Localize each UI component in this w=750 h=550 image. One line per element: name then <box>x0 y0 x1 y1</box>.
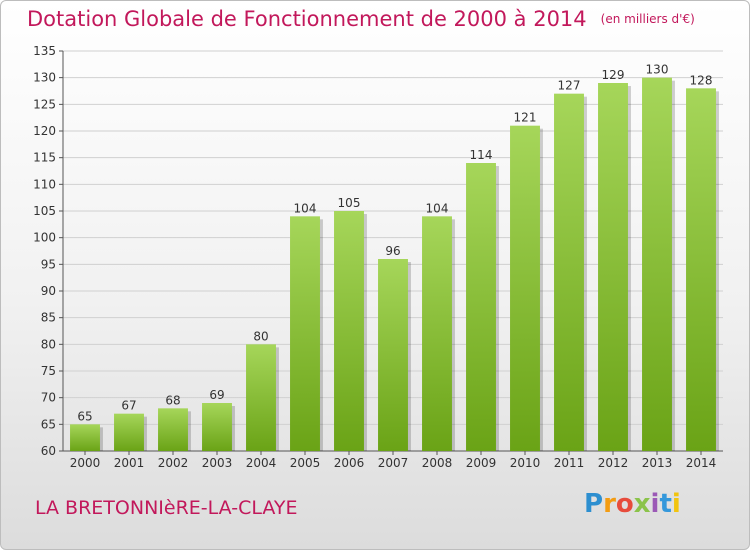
value-label: 114 <box>470 148 493 162</box>
value-label: 69 <box>209 388 224 402</box>
value-label: 129 <box>602 68 625 82</box>
value-label: 104 <box>294 201 317 215</box>
unit-note: (en milliers d'€) <box>600 12 695 26</box>
x-tick-label: 2004 <box>246 456 277 470</box>
x-tick-label: 2002 <box>158 456 189 470</box>
y-tick-label: 95 <box>41 257 56 271</box>
bar-2012 <box>598 83 628 451</box>
x-tick-label: 2005 <box>290 456 321 470</box>
value-label: 128 <box>690 73 713 87</box>
x-tick-label: 2006 <box>334 456 365 470</box>
value-label: 67 <box>121 399 136 413</box>
y-tick-label: 115 <box>33 151 56 165</box>
bar-2011 <box>554 93 584 452</box>
bars <box>70 77 719 452</box>
bar-2014 <box>686 88 716 451</box>
chart-title-text: Dotation Globale de Fonctionnement de 20… <box>27 7 587 31</box>
bar-2005 <box>290 216 320 451</box>
y-tick-label: 110 <box>33 177 56 191</box>
bar-2008 <box>422 216 452 451</box>
y-tick-label: 120 <box>33 124 56 138</box>
bar-2007 <box>378 259 408 451</box>
bar-2013 <box>642 77 672 452</box>
commune-name: LA BRETONNIèRE-LA-CLAYE <box>35 497 298 519</box>
y-tick-label: 100 <box>33 231 56 245</box>
x-tick-label: 2014 <box>686 456 717 470</box>
y-tick-label: 135 <box>33 44 56 58</box>
x-tick-label: 2003 <box>202 456 233 470</box>
y-tick-label: 85 <box>41 311 56 325</box>
bar-2004 <box>246 344 276 451</box>
proxiti-logo: Proxiti <box>584 489 681 519</box>
x-tick-label: 2013 <box>642 456 673 470</box>
y-tick-label: 75 <box>41 364 56 378</box>
x-tick-label: 2011 <box>554 456 585 470</box>
x-tick-label: 2007 <box>378 456 409 470</box>
y-tick-label: 90 <box>41 284 56 298</box>
x-tick-label: 2008 <box>422 456 453 470</box>
y-tick-label: 105 <box>33 204 56 218</box>
bar-2000 <box>70 424 100 451</box>
x-tick-label: 2000 <box>70 456 101 470</box>
bar-2001 <box>114 413 144 451</box>
y-tick-label: 125 <box>33 97 56 111</box>
x-tick-label: 2010 <box>510 456 541 470</box>
logo-letter: x <box>633 489 651 519</box>
value-label: 65 <box>77 409 92 423</box>
logo-letter: i <box>671 489 681 519</box>
value-label: 68 <box>165 393 180 407</box>
y-tick-label: 70 <box>41 391 56 405</box>
logo-letter: t <box>659 489 672 519</box>
logo-letter: i <box>650 489 660 519</box>
bar-2009 <box>466 163 496 451</box>
value-label: 130 <box>646 63 669 77</box>
value-label: 127 <box>558 79 581 93</box>
x-tick-label: 2001 <box>114 456 145 470</box>
x-tick-label: 2009 <box>466 456 497 470</box>
bar-2010 <box>510 125 540 452</box>
value-label: 80 <box>253 329 268 343</box>
y-tick-label: 60 <box>41 444 56 458</box>
logo-letter: r <box>603 489 616 519</box>
logo-letter: o <box>615 489 634 519</box>
value-label: 105 <box>338 196 361 210</box>
y-tick-label: 65 <box>41 417 56 431</box>
labels: 60 65 70 75 80 85 90 95 100 105 110 115 120 125 130 135… <box>33 44 716 470</box>
x-tick-label: 2012 <box>598 456 629 470</box>
logo-letter: P <box>584 489 604 519</box>
value-label: 96 <box>385 244 400 258</box>
y-tick-label: 130 <box>33 71 56 85</box>
bar-2006 <box>334 211 364 451</box>
value-label: 121 <box>514 111 537 125</box>
chart-title: Dotation Globale de Fonctionnement de 20… <box>27 7 695 31</box>
value-label: 104 <box>426 201 449 215</box>
bar-2003 <box>202 403 232 451</box>
y-tick-label: 80 <box>41 337 56 351</box>
bar-2002 <box>158 408 188 451</box>
